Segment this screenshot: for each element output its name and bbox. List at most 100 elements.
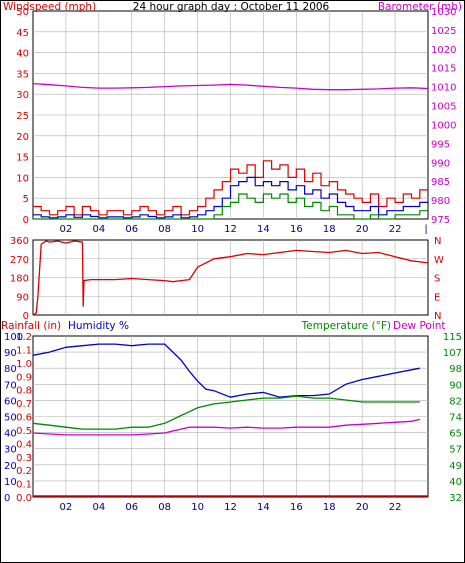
temperature-line: [32, 395, 420, 430]
barometer-tick-label: 1025: [431, 26, 456, 37]
rainfall-tick-label: 0.9: [16, 372, 32, 383]
compass-tick-label: W: [434, 255, 444, 266]
humidity-tick-label: 60: [4, 396, 17, 407]
barometer-tick-label: 1010: [431, 83, 456, 94]
hour-tick-label: 10: [191, 224, 204, 235]
hour-tick-label: 04: [92, 224, 105, 235]
temperature-axis: 32 40 49 57 65 74 82 90 98 107 115: [443, 332, 462, 504]
hour-tick-label: 08: [158, 502, 171, 513]
hour-tick-label: 22: [389, 224, 402, 235]
hour-tick-label: 06: [125, 502, 138, 513]
compass-tick-label: N: [434, 236, 441, 247]
barometer-tick-label: 990: [431, 158, 450, 169]
windspeed-axis-label: Windspeed (mph): [3, 1, 96, 13]
compass-tick-label: S: [434, 274, 440, 285]
rainfall-tick-label: 1.2: [16, 332, 32, 343]
barometer-tick-label: 1015: [431, 64, 456, 75]
hour-tick-label: 18: [323, 224, 336, 235]
hour-tick-label: 14: [257, 502, 270, 513]
humidity-axis: 0 10 20 30 40 50 60 70 80 90 100: [4, 332, 23, 504]
wind-tick-label: 40: [16, 49, 29, 60]
wind-left-axis: 0 5 10 15 20 25 30 35 40 45 50: [16, 7, 29, 226]
wind-tick-label: 15: [16, 153, 29, 164]
temperature-tick-label: 82: [449, 396, 462, 407]
compass-tick-label: N: [434, 311, 441, 322]
wind-low-line: [33, 193, 428, 220]
direction-left-axis: 0 90 180 270 360: [10, 236, 29, 322]
humidity-tick-label: 50: [4, 413, 17, 424]
barometer-tick-label: 980: [431, 196, 450, 207]
barometer-tick-label: 975: [431, 215, 450, 226]
temp-series: [32, 343, 428, 497]
rainfall-tick-label: 0.7: [16, 399, 32, 410]
humidity-line: [32, 343, 420, 398]
hour-tick-label: 20: [356, 502, 369, 513]
temperature-tick-label: 98: [449, 364, 462, 375]
hour-tick-label: 20: [356, 224, 369, 235]
humidity-tick-label: 90: [4, 348, 17, 359]
hour-tick-label: |: [424, 224, 427, 235]
hour-tick-label: 06: [125, 224, 138, 235]
barometer-tick-label: 985: [431, 177, 450, 188]
dew-point-axis-label: Dew Point: [393, 320, 446, 332]
wind-tick-label: 0: [23, 215, 29, 226]
hour-tick-label: 08: [158, 224, 171, 235]
rainfall-tick-label: 0.0: [16, 493, 32, 504]
barometer-tick-label: 995: [431, 139, 450, 150]
wind-series: [32, 82, 429, 220]
rainfall-tick-label: 0.1: [16, 480, 32, 491]
direction-tick-label: 0: [23, 311, 29, 322]
rainfall-tick-label: 0.3: [16, 453, 32, 464]
barometer-right-axis: 975 980 985 990 995 1000 1005 1010 1015 1020 1025 1…: [431, 7, 456, 226]
rainfall-axis: 0.0 0.1 0.2 0.3 0.4 0.5 0.6 0.7 0.8 0.9 1.0 1.1 1.2: [16, 332, 32, 504]
barometer-line: [32, 82, 429, 91]
rainfall-tick-label: 0.2: [16, 466, 32, 477]
barometer-tick-label: 1020: [431, 45, 456, 56]
hour-tick-label: 02: [60, 502, 73, 513]
hour-tick-label: 18: [323, 502, 336, 513]
humidity-tick-label: 70: [4, 380, 17, 391]
direction-series: [32, 240, 429, 316]
temperature-tick-label: 65: [449, 429, 462, 440]
barometer-tick-label: 1005: [431, 102, 456, 113]
humidity-tick-label: 100: [4, 332, 23, 343]
compass-tick-label: E: [434, 292, 440, 303]
direction-tick-label: 180: [10, 274, 29, 285]
wind-tick-label: 45: [16, 28, 29, 39]
humidity-tick-label: 20: [4, 461, 17, 472]
direction-tick-label: 90: [16, 292, 29, 303]
hour-tick-label: 10: [191, 502, 204, 513]
rainfall-tick-label: 0.6: [16, 413, 32, 424]
temperature-tick-label: 40: [449, 477, 462, 488]
temperature-axis-label: Temperature (°F): [301, 320, 391, 332]
humidity-tick-label: 40: [4, 429, 17, 440]
hour-tick-label: 12: [224, 224, 237, 235]
hour-tick-label: 16: [290, 502, 303, 513]
hour-tick-label: 04: [92, 502, 105, 513]
hour-tick-label: 02: [60, 224, 73, 235]
barometer-axis-label: Barometer (mb): [378, 1, 462, 13]
barometer-tick-label: 1030: [431, 7, 456, 18]
wind-tick-label: 35: [16, 69, 29, 80]
temp-grid: [33, 336, 428, 497]
dew-point-line: [32, 418, 420, 436]
temperature-tick-label: 74: [449, 413, 462, 424]
direction-tick-label: 270: [10, 255, 29, 266]
humidity-tick-label: 80: [4, 364, 17, 375]
temperature-tick-label: 115: [443, 332, 462, 343]
wind-x-axis: 02 04 06 08 10 12 14 16 18 20 22 |: [60, 224, 428, 235]
temperature-tick-label: 49: [449, 461, 462, 472]
humidity-axis-label: Humidity %: [68, 320, 129, 332]
wind-direction-line: [32, 240, 429, 316]
temperature-tick-label: 107: [443, 348, 462, 359]
humidity-tick-label: 10: [4, 477, 17, 488]
wind-tick-label: 20: [16, 132, 29, 143]
direction-tick-label: 360: [10, 236, 29, 247]
temperature-tick-label: 57: [449, 445, 462, 456]
temperature-tick-label: 90: [449, 380, 462, 391]
chart-title: 24 hour graph day : October 11 2006: [133, 1, 330, 13]
